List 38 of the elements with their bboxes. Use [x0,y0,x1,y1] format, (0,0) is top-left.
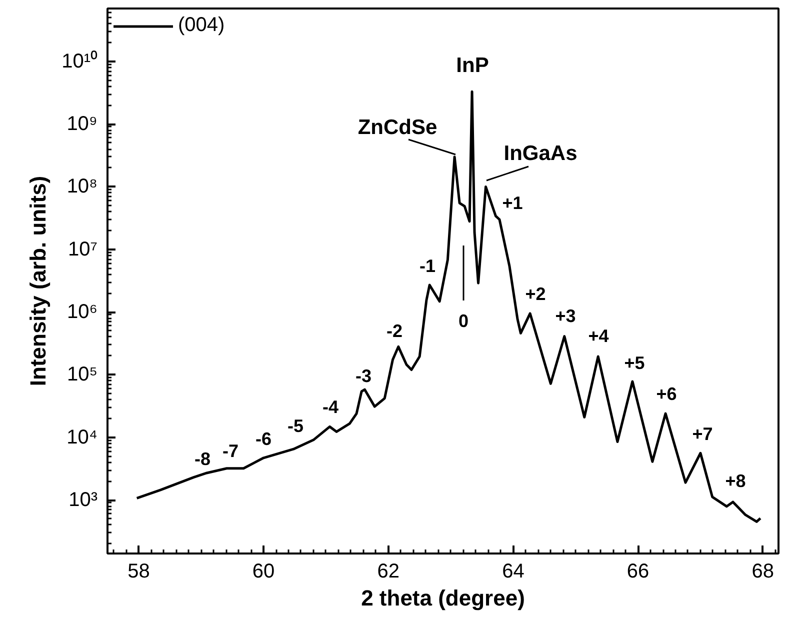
annotation: +1 [502,193,523,213]
y-tick-label: 10⁹ [66,113,98,136]
x-tick-label: 64 [502,560,524,582]
annotation: +4 [588,326,609,346]
x-tick-label: 62 [377,560,400,582]
y-axis-title: Intensity (arb. units) [26,176,51,386]
annotation: -8 [194,449,211,469]
annotation: 0 [458,311,469,331]
y-tick-label: 10³ [68,489,98,512]
annotation: +7 [692,424,713,444]
line-series [136,90,762,523]
annotation: -2 [386,321,403,341]
y-tick-label: 10¹⁰ [62,49,98,72]
annotation: +2 [525,284,546,304]
y-tick-label: 10⁵ [66,364,98,386]
annotation: +5 [624,353,645,373]
x-tick-label: 58 [128,560,150,582]
x-tick-label: 68 [752,560,774,582]
y-tick-label: 10⁶ [67,301,98,324]
x-tick-label: 66 [626,560,650,582]
legend-label: (004) [178,14,225,37]
annotation: +3 [555,306,576,326]
annotation: -3 [356,366,372,386]
annotation: ZnCdSe [358,116,438,139]
annotation: -5 [288,416,304,436]
annotation: InGaAs [504,142,578,165]
annotation: -7 [222,441,239,461]
annotation: -4 [322,397,339,417]
annotation: -6 [256,429,272,449]
y-tick-label: 10⁷ [68,238,98,260]
y-tick-label: 10⁸ [66,176,98,198]
annotation: +6 [656,384,677,404]
x-tick-label: 60 [252,560,275,582]
y-tick-label: 10⁴ [66,426,98,448]
annotation: InP [456,54,489,77]
x-axis-title: 2 theta (degree) [361,586,525,610]
annotation: +8 [725,471,746,491]
annotation: -1 [420,256,436,276]
